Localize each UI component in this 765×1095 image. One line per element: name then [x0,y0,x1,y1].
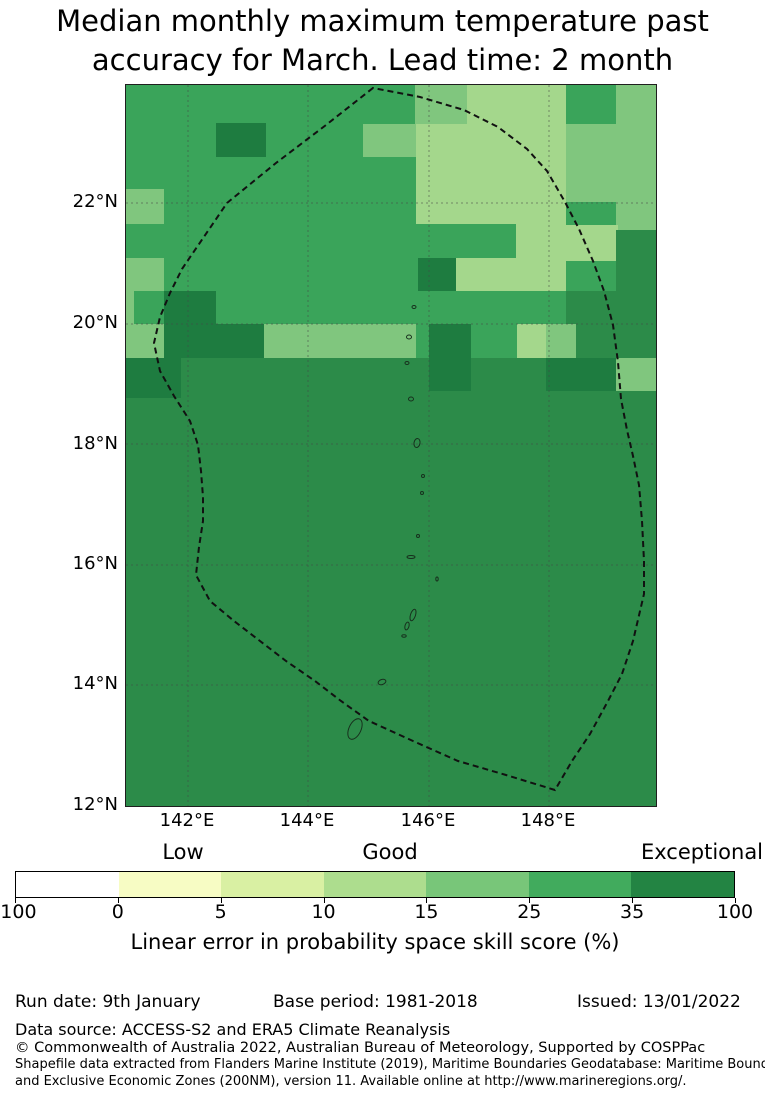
map-cell [616,230,656,324]
colorbar-segment [631,872,735,897]
map-cell [616,358,656,391]
colorbar-tick-mark [15,898,16,903]
map-cell [517,324,546,358]
map-cell [264,324,416,358]
island-outline [404,361,410,365]
shapefile-credit-line2: and Exclusive Economic Zones (200NM), ve… [15,1074,687,1089]
colorbar-axis-label: Linear error in probability space skill … [130,930,620,954]
map-overlay-svg [126,85,656,806]
island-outline [435,576,439,582]
longitude-tick-label: 144°E [279,810,335,831]
latitude-tick-label: 12°N [72,794,118,815]
colorbar-tick-label: 15 [414,901,439,923]
longitude-tick-label: 148°E [520,810,576,831]
island-outline [421,474,425,478]
colorbar-tick-mark [426,898,428,903]
footer-run-info: Run date: 9th January Base period: 1981-… [0,992,765,1014]
colorbar-tick-label: 25 [517,901,542,923]
map-cell [126,358,181,398]
colorbar-tick-label: 0 [111,901,124,923]
map-cell [126,258,164,291]
map-cell [415,85,467,124]
shapefile-credit-line1: Shapefile data extracted from Flanders M… [15,1057,765,1072]
map-cell [416,124,566,224]
map-cell [616,85,656,124]
colorbar-tick-label: 100 [716,901,754,923]
island-outline [401,634,407,638]
latitude-tick-label: 20°N [72,312,118,333]
colorbar-segment [528,872,632,897]
island-outline [377,678,387,686]
chart-title: Median monthly maximum temperature past … [0,2,765,80]
island-outline [404,621,410,631]
colorbar-tick-mark [529,898,531,903]
island-outline [411,305,417,309]
island-outline [408,396,414,402]
island-outline [409,608,417,622]
colorbar-tick-label: 5 [214,901,227,923]
data-source-text: Data source: ACCESS-S2 and ERA5 Climate … [15,1020,451,1039]
map-cell [546,358,616,391]
copyright-text: © Commonwealth of Australia 2022, Austra… [15,1040,706,1056]
colorbar-tick-label: -100 [0,901,37,923]
map-cell [363,124,416,157]
latitude-tick-label: 18°N [72,433,118,454]
island-outline [406,555,416,559]
run-date-text: Run date: 9th January [15,992,201,1012]
colorbar-category-label: Low [162,840,204,864]
map-cell [429,324,471,391]
colorbar-tick-mark [735,898,736,903]
map-cell [164,291,216,324]
colorbar-tick-mark [632,898,634,903]
colorbar-tick-mark [323,898,325,903]
base-period-text: Base period: 1981-2018 [273,992,478,1012]
longitude-tick-label: 142°E [159,810,215,831]
colorbar-tick-label: 35 [620,901,645,923]
island-outline [416,534,420,538]
latitude-tick-label: 16°N [72,553,118,574]
colorbar-category-label: Good [362,840,418,864]
map-cell [126,189,164,224]
map-cell [566,124,656,202]
eez-boundary-dashed-line [152,86,645,792]
colorbar-category-label: Exceptional [640,840,764,864]
map-cell [418,258,456,291]
colorbar-tick-label: 10 [311,901,336,923]
map-cell [456,258,566,291]
latitude-tick-label: 22°N [72,191,118,212]
latitude-tick-label: 14°N [72,673,118,694]
map-cell [576,324,656,358]
colorbar-segment [221,872,324,897]
map-cell [516,224,566,262]
colorbar-segment [426,872,529,897]
map-cell [164,324,264,358]
longitude-tick-label: 146°E [400,810,456,831]
colorbar [15,871,735,898]
island-outline [413,438,421,448]
map-cell [566,225,618,261]
colorbar-segment [323,872,427,897]
map-cell [546,324,576,358]
colorbar-segment [118,872,222,897]
issued-text: Issued: 13/01/2022 [577,992,741,1012]
island-outline [406,334,412,340]
map-plot-area [125,84,657,807]
map-cell [126,291,134,324]
island-outline [347,718,363,740]
island-outline [420,491,424,495]
colorbar-tick-mark [117,898,119,903]
colorbar-tick-mark [220,898,222,903]
map-cell [616,202,656,230]
map-cell [216,123,266,157]
chart-title-line1: Median monthly maximum temperature past [56,4,709,38]
colorbar-segment [16,872,119,897]
chart-title-line2: accuracy for March. Lead time: 2 month [91,43,674,77]
